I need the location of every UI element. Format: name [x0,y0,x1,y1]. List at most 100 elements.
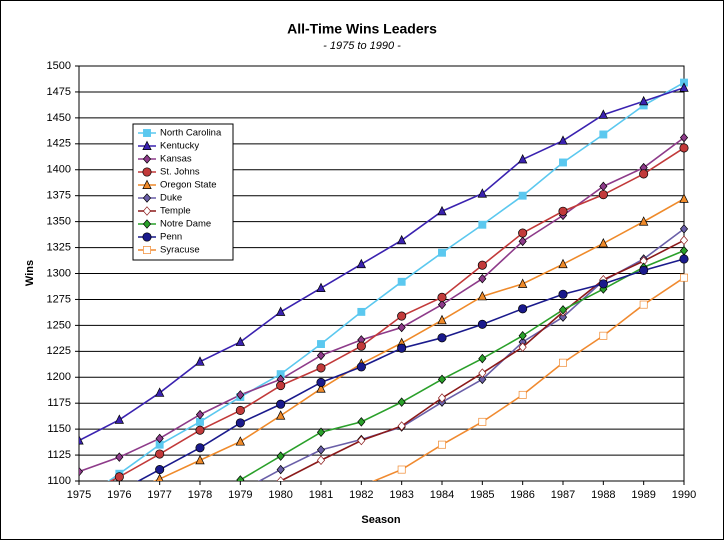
y-tick-label: 1375 [47,190,71,202]
marker [316,282,326,292]
marker [155,387,165,397]
marker [79,466,84,477]
series-line [278,239,685,481]
marker [276,464,285,475]
marker [437,374,447,385]
x-tick-label: 1977 [147,489,171,501]
x-tick-label: 1976 [107,489,131,501]
marker [679,254,689,264]
marker [598,238,608,248]
marker [437,314,447,325]
y-tick-label: 1350 [47,216,71,228]
marker [679,193,689,203]
marker [680,273,688,282]
marker [397,234,407,245]
marker [477,188,487,198]
marker [639,265,649,275]
marker [518,153,528,164]
y-tick-label: 1275 [47,293,71,305]
x-tick-label: 1984 [430,489,454,501]
marker [356,258,366,269]
marker [639,169,649,179]
marker [397,343,407,353]
marker [518,191,527,200]
marker [316,455,326,465]
marker [114,414,124,424]
legend-label: Notre Dame [160,219,211,230]
marker [195,356,205,366]
x-axis-title: Season [361,514,400,526]
marker [478,220,487,229]
marker [155,449,165,459]
legend-label: Kentucky [160,141,199,152]
marker [477,260,487,270]
marker [437,205,447,216]
marker [438,440,446,449]
marker [438,248,446,257]
marker [679,235,689,246]
legend-label: Penn [160,232,182,243]
marker [478,273,487,284]
x-tick-label: 1981 [309,489,333,501]
marker [679,132,689,143]
y-axis-title: Wins [24,260,36,286]
marker [599,130,608,139]
marker [477,290,487,301]
marker [276,451,285,461]
y-tick-label: 1150 [47,423,71,435]
y-tick-label: 1425 [47,138,71,150]
x-tick-label: 1990 [672,489,696,501]
y-tick-label: 1475 [47,86,71,98]
marker [276,476,285,481]
marker [437,292,447,302]
legend-label: St. Johns [160,167,200,178]
series-line [109,147,685,481]
legend-label: Temple [160,206,191,217]
marker [142,154,152,164]
marker [155,473,164,481]
x-tick-label: 1983 [389,489,413,501]
marker [142,193,152,203]
marker [79,435,84,445]
marker [559,158,567,167]
y-tick-label: 1100 [47,475,71,487]
x-tick-label: 1975 [67,489,91,501]
marker [316,350,326,361]
marker [518,390,527,399]
chart-subtitle: - 1975 to 1990 - [323,40,401,52]
marker [558,305,568,315]
marker [679,224,689,234]
marker [598,190,608,200]
marker [235,336,245,346]
marker [142,167,152,177]
x-tick-label: 1980 [268,489,292,501]
marker [235,405,245,415]
marker [397,397,406,407]
marker [639,300,648,309]
series-line [79,136,685,473]
legend-label: Kansas [160,154,192,165]
x-tick-label: 1978 [188,489,212,501]
marker [114,472,124,481]
marker [357,307,366,316]
marker [558,135,568,145]
marker [397,465,406,474]
legend-label: North Carolina [160,128,222,139]
marker [518,278,528,288]
marker [437,393,447,403]
marker [196,417,204,426]
marker [437,299,447,310]
legend: North Carolina Kentucky Kansas St. Johns Ore… [132,123,234,261]
marker [316,383,326,393]
marker [236,390,245,400]
marker [558,206,568,216]
marker [195,425,205,435]
marker [558,312,568,322]
x-tick-label: 1988 [591,489,615,501]
marker [276,380,286,391]
marker [195,454,205,465]
y-tick-label: 1225 [47,345,71,357]
marker [397,421,406,431]
marker [437,333,447,343]
